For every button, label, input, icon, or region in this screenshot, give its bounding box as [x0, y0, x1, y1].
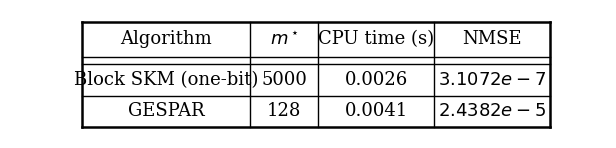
- Text: Algorithm: Algorithm: [120, 30, 212, 48]
- Text: 128: 128: [267, 103, 301, 120]
- Text: CPU time (s): CPU time (s): [318, 30, 434, 48]
- Text: 5000: 5000: [261, 71, 307, 89]
- Text: GESPAR: GESPAR: [128, 103, 204, 120]
- Text: $m^\star$: $m^\star$: [270, 30, 299, 48]
- Text: $2.4382e-5$: $2.4382e-5$: [438, 103, 546, 120]
- Text: $3.1072e-7$: $3.1072e-7$: [438, 71, 546, 89]
- Text: 0.0026: 0.0026: [344, 71, 408, 89]
- Text: Block SKM (one-bit): Block SKM (one-bit): [74, 71, 258, 89]
- Text: NMSE: NMSE: [462, 30, 522, 48]
- Text: 0.0041: 0.0041: [344, 103, 408, 120]
